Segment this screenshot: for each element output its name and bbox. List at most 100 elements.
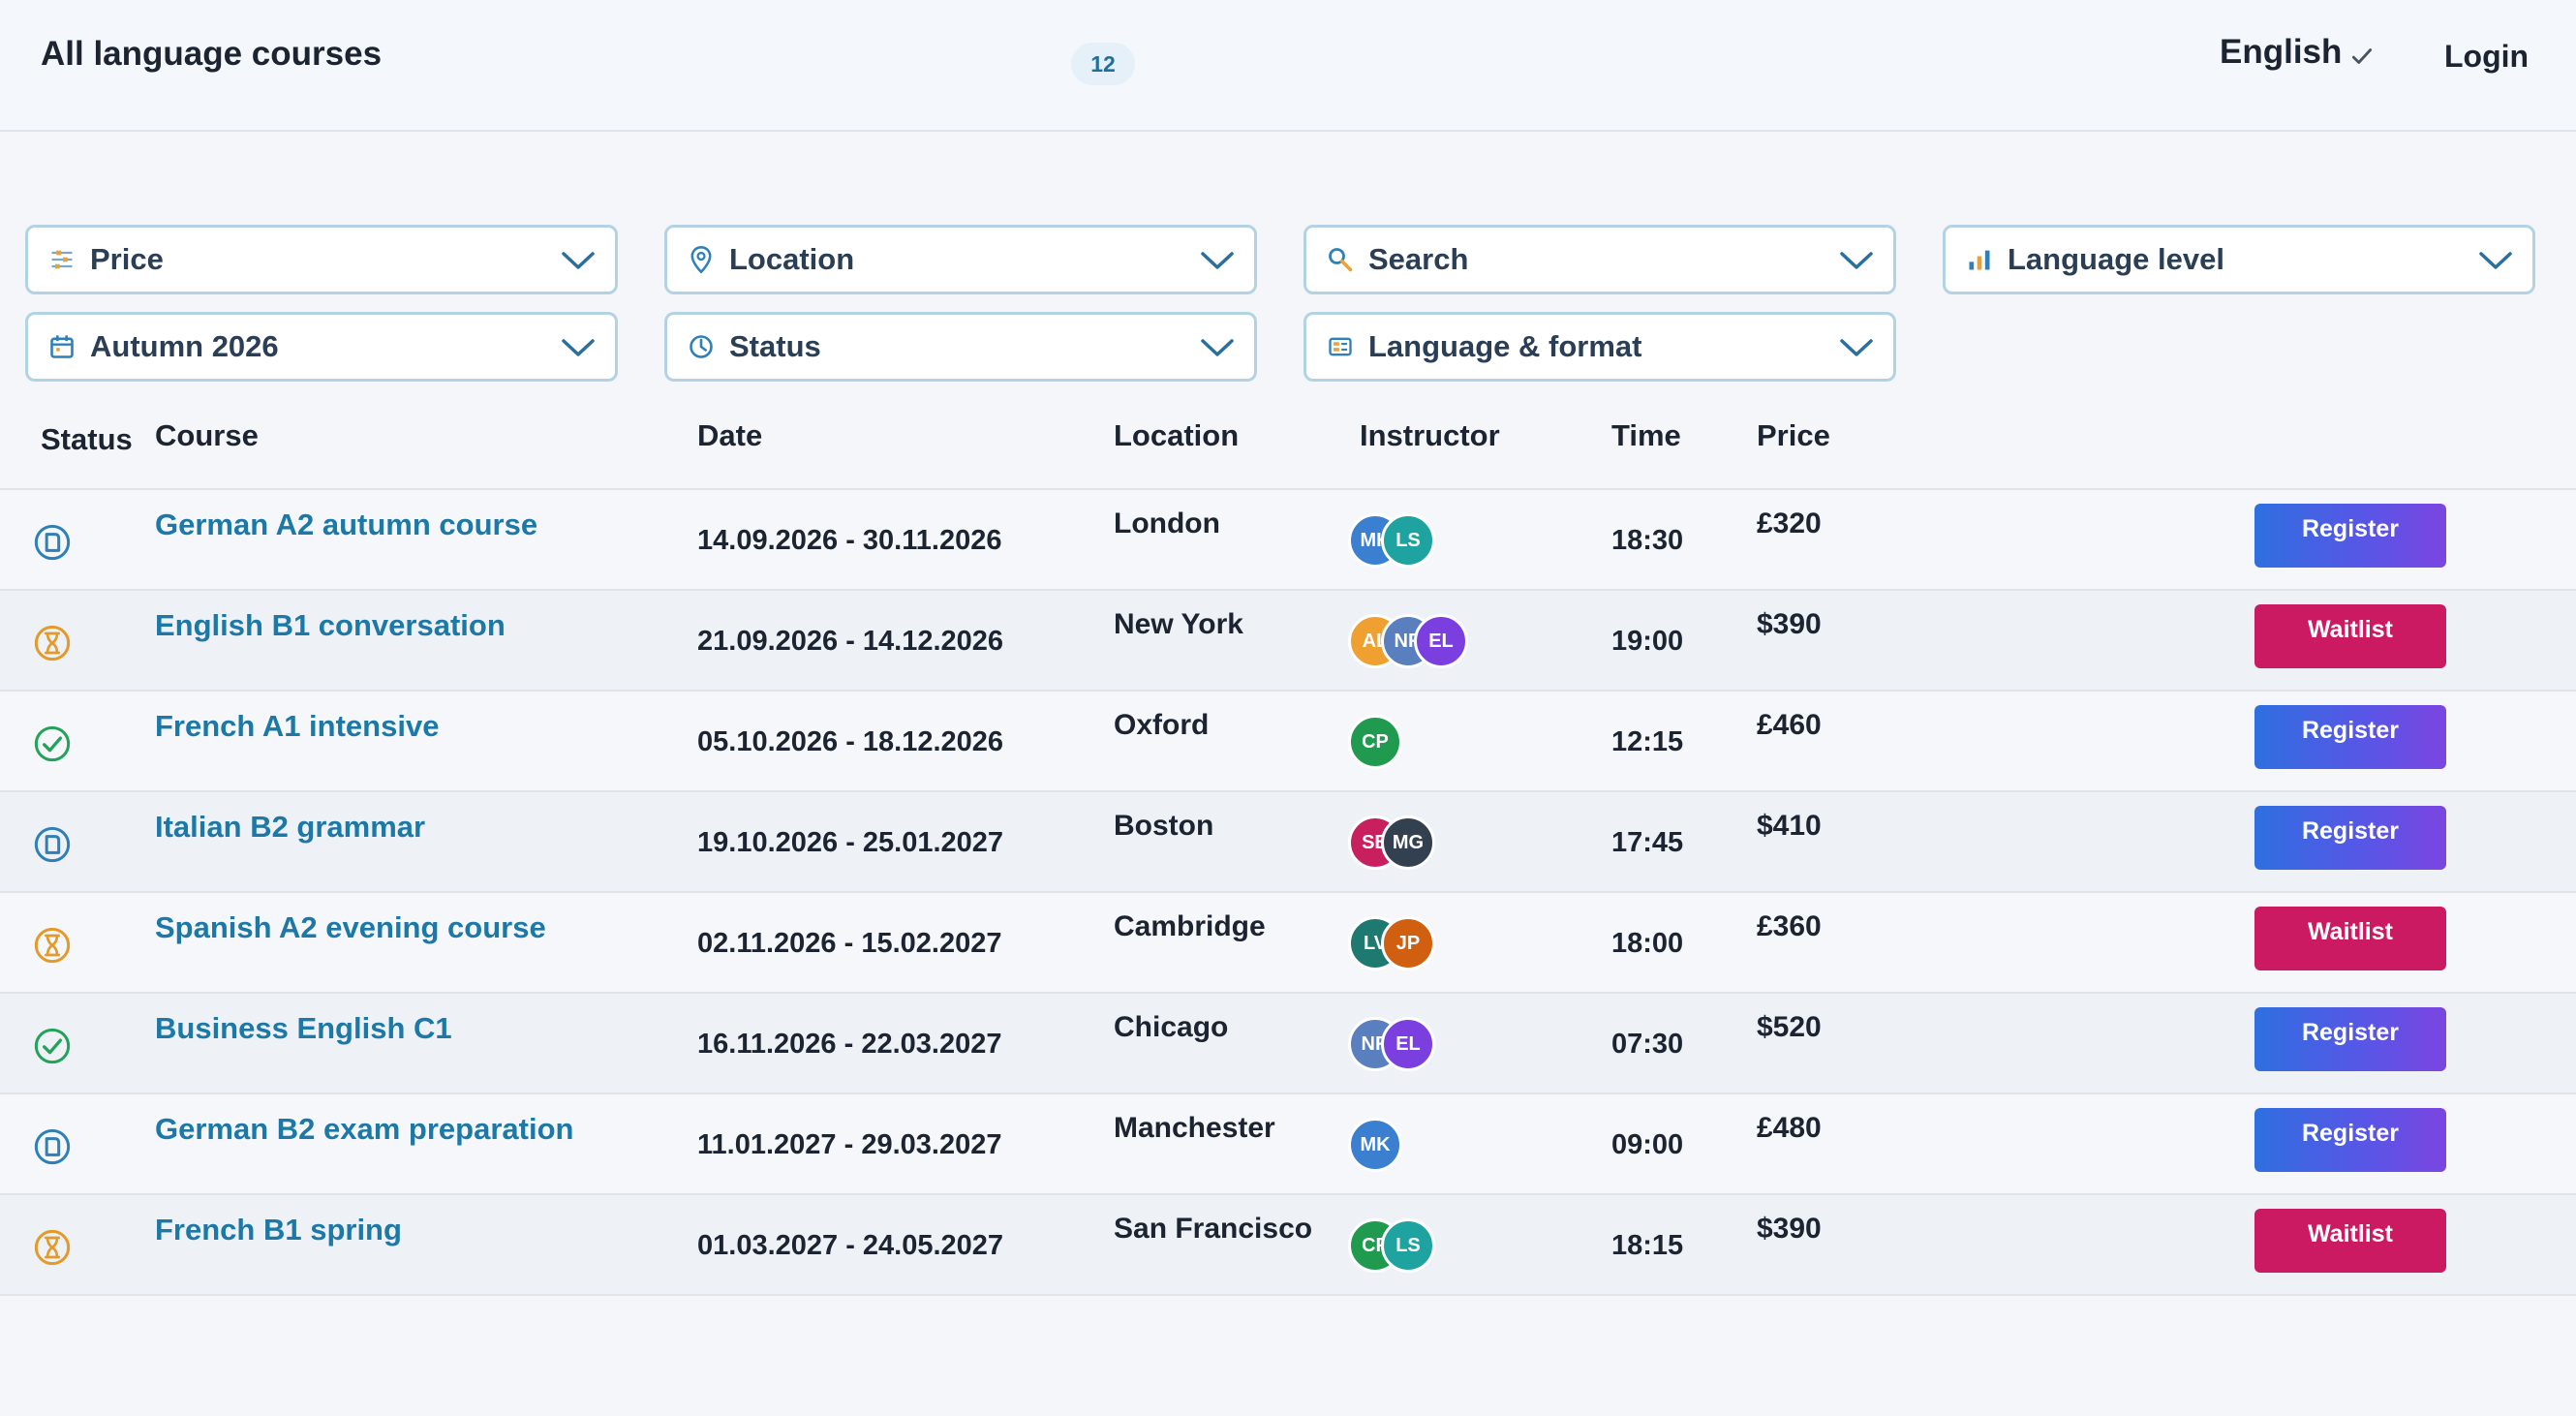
avatar: MG — [1381, 816, 1435, 870]
filter-price[interactable]: Price — [25, 225, 618, 294]
chevron-down-icon — [562, 339, 595, 356]
course-count-badge: 12 — [1071, 43, 1135, 85]
chevron-down-icon — [1840, 339, 1873, 356]
course-time: 18:00 — [1611, 928, 1684, 959]
filter-location[interactable]: Location — [664, 225, 1257, 294]
filter-status[interactable]: Status — [664, 312, 1257, 382]
course-link[interactable]: German B2 exam preparation — [155, 1112, 574, 1146]
course-link[interactable]: German A2 autumn course — [155, 508, 538, 541]
chevron-down-icon — [562, 252, 595, 269]
column-header-price: Price — [1757, 418, 1830, 452]
course-time: 18:15 — [1611, 1230, 1684, 1261]
top-bar: All language courses 12 English Login — [0, 0, 2576, 132]
avatar: EL — [1414, 614, 1468, 668]
table-bottom-divider — [0, 1294, 2576, 1296]
filter-language-format[interactable]: Language & format — [1303, 312, 1896, 382]
course-time: 07:30 — [1611, 1029, 1684, 1060]
login-link[interactable]: Login — [2444, 39, 2530, 74]
filter-search[interactable]: Search — [1303, 225, 1896, 294]
waitlist-button[interactable]: Waitlist — [2254, 1209, 2446, 1273]
column-header-time: Time — [1611, 418, 1681, 452]
course-time: 09:00 — [1611, 1129, 1684, 1160]
course-date: 01.03.2027 - 24.05.2027 — [697, 1230, 1004, 1261]
filter-label: Search — [1368, 242, 1469, 276]
course-price: £480 — [1757, 1112, 1822, 1144]
checkmark-icon — [2352, 48, 2373, 64]
column-header-course: Course — [155, 418, 259, 452]
table-row: German B2 exam preparation 11.01.2027 - 2… — [0, 1093, 2576, 1193]
course-date: 19.10.2026 - 25.01.2027 — [697, 827, 1004, 858]
avatar: LS — [1381, 513, 1435, 568]
column-header-instructor: Instructor — [1360, 418, 1500, 452]
course-location: Boston — [1114, 810, 1214, 842]
filter-term[interactable]: Autumn 2026 — [25, 312, 618, 382]
filter-label: Language level — [2008, 242, 2224, 276]
register-button[interactable]: Register — [2254, 705, 2446, 769]
avatar: LS — [1381, 1218, 1435, 1273]
hourglass-icon — [33, 624, 72, 662]
course-link[interactable]: Italian B2 grammar — [155, 810, 426, 844]
chevron-down-icon — [2479, 252, 2512, 269]
hourglass-icon — [33, 1228, 72, 1267]
planned-status-icon — [33, 825, 72, 864]
filter-label: Status — [729, 329, 821, 363]
calendar-icon — [47, 332, 77, 361]
course-location: New York — [1114, 608, 1243, 640]
register-button[interactable]: Register — [2254, 1007, 2446, 1071]
filter-label: Price — [90, 242, 164, 276]
course-location: Cambridge — [1114, 910, 1266, 942]
check-circle-icon — [33, 1027, 72, 1065]
table-row: French A1 intensive 05.10.2026 - 18.12.20… — [0, 690, 2576, 790]
filter-label: Language & format — [1368, 329, 1642, 363]
course-location: Chicago — [1114, 1011, 1229, 1043]
course-date: 14.09.2026 - 30.11.2026 — [697, 525, 1002, 556]
filter-language-level[interactable]: Language level — [1943, 225, 2535, 294]
filter-label: Location — [729, 242, 855, 276]
course-location: Manchester — [1114, 1112, 1275, 1144]
course-time: 19:00 — [1611, 626, 1684, 657]
course-price: $390 — [1757, 608, 1822, 640]
planned-status-icon — [33, 523, 72, 562]
column-header-status: Status — [41, 422, 133, 456]
chevron-down-icon — [1201, 339, 1234, 356]
table-row: Italian B2 grammar 19.10.2026 - 25.01.202… — [0, 790, 2576, 891]
map-pin-icon — [687, 245, 716, 274]
course-link[interactable]: Spanish A2 evening course — [155, 910, 546, 944]
sliders-icon — [47, 245, 77, 274]
search-icon — [1326, 245, 1355, 274]
planned-status-icon — [33, 1127, 72, 1166]
avatar: EL — [1381, 1017, 1435, 1071]
register-button[interactable]: Register — [2254, 1108, 2446, 1172]
column-header-date: Date — [697, 418, 763, 452]
course-time: 12:15 — [1611, 726, 1684, 757]
chevron-down-icon — [1840, 252, 1873, 269]
course-link[interactable]: French A1 intensive — [155, 709, 440, 743]
course-price: $390 — [1757, 1213, 1822, 1245]
format-icon — [1326, 332, 1355, 361]
course-date: 02.11.2026 - 15.02.2027 — [697, 928, 1002, 959]
check-circle-icon — [33, 724, 72, 763]
register-button[interactable]: Register — [2254, 806, 2446, 870]
hourglass-icon — [33, 926, 72, 965]
table-row: French B1 spring 01.03.2027 - 24.05.2027 S… — [0, 1193, 2576, 1294]
course-location: Oxford — [1114, 709, 1210, 741]
avatar: CP — [1348, 715, 1402, 769]
course-link[interactable]: French B1 spring — [155, 1213, 402, 1247]
filter-label: Autumn 2026 — [90, 329, 279, 363]
course-time: 17:45 — [1611, 827, 1684, 858]
course-link[interactable]: English B1 conversation — [155, 608, 506, 642]
waitlist-button[interactable]: Waitlist — [2254, 604, 2446, 668]
waitlist-button[interactable]: Waitlist — [2254, 907, 2446, 970]
language-label: English — [2220, 33, 2343, 71]
course-link[interactable]: Business English C1 — [155, 1011, 452, 1045]
language-selector[interactable]: English — [2220, 33, 2375, 72]
table-row: German A2 autumn course 14.09.2026 - 30.1… — [0, 488, 2576, 589]
bar-chart-icon — [1965, 245, 1994, 274]
course-price: £360 — [1757, 910, 1822, 942]
course-date: 11.01.2027 - 29.03.2027 — [697, 1129, 1002, 1160]
course-location: San Francisco — [1114, 1213, 1313, 1245]
register-button[interactable]: Register — [2254, 504, 2446, 568]
clock-icon — [687, 332, 716, 361]
course-price: £320 — [1757, 508, 1822, 539]
course-date: 05.10.2026 - 18.12.2026 — [697, 726, 1004, 757]
